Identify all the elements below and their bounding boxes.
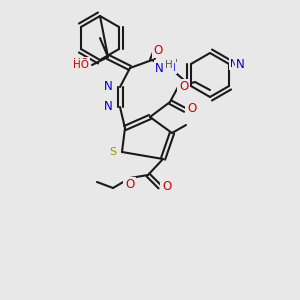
Text: O: O [125,178,135,191]
Text: O: O [162,179,172,193]
Text: H: H [165,60,173,70]
Text: N: N [107,102,115,112]
Text: O: O [154,45,162,55]
Text: HO: HO [73,58,89,68]
Text: O: O [153,44,163,56]
Text: S: S [109,147,116,157]
Text: O: O [161,180,169,190]
Text: O: O [186,102,194,112]
Text: N: N [168,63,176,73]
Text: N: N [230,59,238,69]
Text: S: S [110,147,117,157]
Text: O: O [124,178,132,188]
Text: O: O [179,80,189,94]
Text: N: N [155,61,164,74]
Text: N: N [107,82,115,92]
Text: O: O [178,82,186,92]
Text: H: H [170,58,177,68]
Text: HO: HO [73,60,89,70]
Text: N: N [236,58,245,70]
Text: N: N [104,100,113,113]
Text: O: O [188,101,196,115]
Text: N: N [104,80,113,94]
